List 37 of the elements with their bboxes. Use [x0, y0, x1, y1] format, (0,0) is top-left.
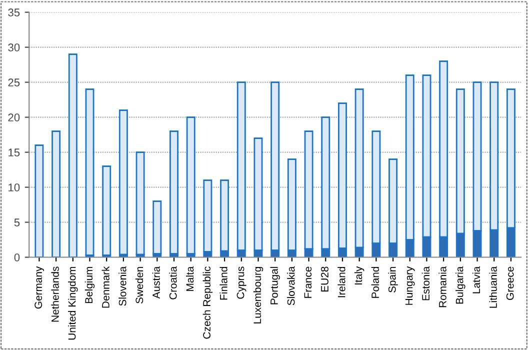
x-tick-label: Portugal [270, 266, 280, 304]
x-tick-label: Netherlands [51, 266, 59, 322]
x-tick-label: Spain [388, 266, 398, 292]
x-tick-label: Cyprus [236, 266, 246, 299]
y-tick-label: 10 [8, 184, 20, 192]
y-tick-label: 30 [8, 44, 20, 52]
x-tick-label: Slovenia [118, 266, 126, 306]
x-tick-label: Italy [354, 266, 364, 284]
x-tick-label: Hungary [405, 266, 415, 305]
x-tick-label: Luxembourg [253, 266, 264, 324]
x-tick-label: Finland [220, 266, 228, 300]
x-tick-label: Belgium [84, 266, 95, 304]
y-tick-label: 35 [8, 8, 20, 16]
y-tick-label: 5 [14, 218, 20, 226]
x-tick-label: Ireland [338, 266, 346, 298]
x-tick-label: Poland [371, 266, 379, 298]
x-tick-label: Romania [438, 266, 446, 308]
y-tick-label: 15 [8, 148, 20, 156]
x-tick-label: Greece [506, 266, 514, 300]
x-tick-label: Bulgaria [456, 266, 466, 304]
x-tick-label: Czech Republic [202, 266, 213, 339]
x-tick-label: United Kingdom [68, 266, 78, 340]
x-tick-label: EU28 [321, 266, 328, 292]
x-tick-label: Latvia [472, 266, 480, 294]
x-tick-label: France [304, 266, 312, 298]
y-tick-label: 20 [8, 114, 20, 122]
y-tick-label: 25 [8, 78, 20, 86]
x-tick-label: Lithuania [489, 266, 497, 308]
x-tick-label: Sweden [135, 266, 144, 304]
x-tick-label: Croatia [169, 266, 177, 300]
x-tick-label: Estonia [422, 266, 430, 300]
y-tick-label: 0 [14, 254, 20, 262]
x-tick-label: Slovakia [287, 266, 295, 306]
x-tick-label: Denmark [102, 266, 110, 308]
x-tick-label: Germany [34, 266, 44, 309]
x-tick-label: Austria [152, 266, 160, 299]
x-tick-label: Malta [186, 266, 194, 291]
